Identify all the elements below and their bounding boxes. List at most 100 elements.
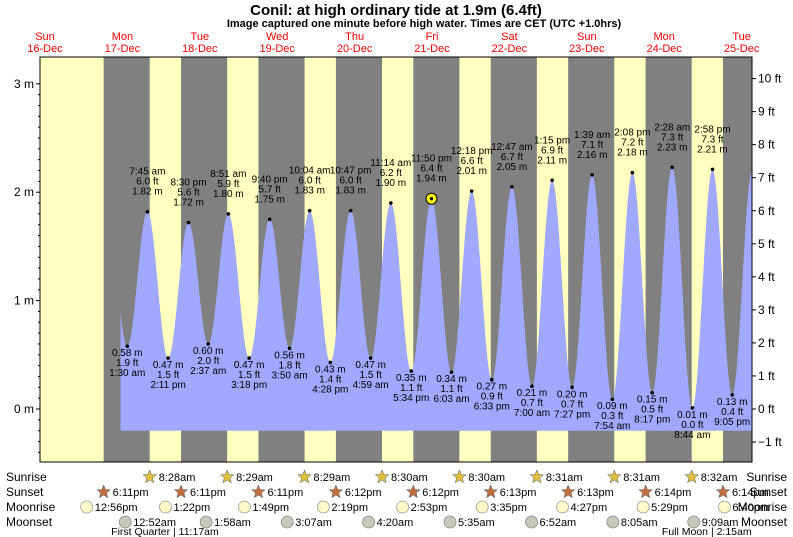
high-tide-label: 2:58 pm bbox=[694, 124, 730, 135]
sunset-icon bbox=[560, 484, 576, 499]
moonrise-time: 1:49pm bbox=[252, 502, 289, 514]
low-tide-label: 0.35 m bbox=[396, 373, 427, 384]
low-tide-point bbox=[449, 370, 454, 374]
day-date-label: 17-Dec bbox=[105, 43, 141, 55]
high-tide-label: 5.6 ft bbox=[177, 188, 199, 199]
low-tide-label: 4:59 am bbox=[353, 380, 389, 391]
sunrise-time: 8:29am bbox=[314, 472, 351, 484]
low-tide-label: 0.47 m bbox=[355, 360, 386, 371]
sunset-icon bbox=[405, 484, 421, 499]
high-tide-label: 7.3 ft bbox=[701, 134, 723, 145]
low-tide-label: 0.47 m bbox=[234, 360, 265, 371]
moonset-time: 1:58am bbox=[214, 517, 251, 529]
chart-subtitle: Image captured one minute before high wa… bbox=[227, 18, 622, 30]
moonset-icon bbox=[362, 515, 375, 529]
sunset-icon bbox=[715, 484, 731, 499]
low-tide-label: 6:03 am bbox=[433, 394, 469, 405]
high-tide-label: 2.05 m bbox=[497, 162, 528, 173]
high-tide-label: 2.16 m bbox=[577, 150, 608, 161]
high-tide-point bbox=[307, 208, 312, 213]
day-date-label: 16-Dec bbox=[27, 43, 63, 55]
high-tide-label: 2:08 pm bbox=[614, 128, 650, 139]
high-tide-label: 8:30 pm bbox=[170, 178, 206, 189]
y-tick-label-right: 0 ft bbox=[758, 402, 775, 416]
low-tide-point bbox=[328, 360, 333, 365]
daylight-band bbox=[40, 57, 104, 462]
high-tide-label: 5.9 ft bbox=[217, 179, 239, 190]
low-tide-label: 5:34 pm bbox=[393, 393, 429, 404]
high-tide-label: 1.75 m bbox=[254, 194, 285, 205]
low-tide-label: 7:27 pm bbox=[554, 409, 590, 420]
row-label-right: Sunset bbox=[750, 485, 788, 499]
moonset-time: 6:52am bbox=[540, 517, 577, 529]
y-tick-label-left: 2 m bbox=[14, 185, 34, 199]
day-date-label: 21-Dec bbox=[414, 43, 450, 55]
high-tide-point bbox=[670, 165, 674, 170]
low-tide-label: 1.5 ft bbox=[238, 370, 260, 381]
day-date-label: 25-Dec bbox=[724, 43, 760, 55]
low-tide-point bbox=[650, 390, 655, 395]
moonrise-time: 2:19pm bbox=[331, 502, 368, 514]
low-tide-label: 0.15 m bbox=[637, 395, 668, 406]
y-tick-label-right: −1 ft bbox=[758, 435, 782, 449]
low-tide-label: 1.4 ft bbox=[319, 374, 341, 385]
day-date-label: 23-Dec bbox=[569, 43, 605, 55]
high-tide-label: 2.18 m bbox=[617, 148, 648, 159]
moonset-time: 4:20am bbox=[377, 517, 414, 529]
high-tide-label: 2.01 m bbox=[456, 166, 487, 177]
sunrise-icon bbox=[684, 469, 700, 484]
high-tide-label: 1:15 pm bbox=[534, 135, 570, 146]
sunrise-time: 8:29am bbox=[236, 472, 273, 484]
y-tick-label-right: 10 ft bbox=[758, 72, 782, 86]
high-tide-label: 11:14 am bbox=[370, 158, 411, 169]
low-tide-label: 0.09 m bbox=[597, 401, 628, 412]
sunrise-time: 8:28am bbox=[159, 472, 196, 484]
moonset-time: 8:05am bbox=[621, 517, 658, 529]
low-tide-label: 0.21 m bbox=[517, 388, 548, 399]
high-tide-label: 7.1 ft bbox=[581, 140, 603, 151]
row-label-right: Sunrise bbox=[746, 470, 787, 484]
high-tide-point bbox=[348, 208, 353, 213]
y-tick-label-right: 2 ft bbox=[758, 336, 775, 350]
sunrise-icon bbox=[297, 469, 312, 484]
high-tide-label: 1.83 m bbox=[335, 186, 366, 197]
day-date-label: 18-Dec bbox=[182, 43, 218, 55]
row-label-left: Sunrise bbox=[6, 470, 47, 484]
sunset-icon bbox=[173, 484, 189, 499]
sunset-time: 6:13pm bbox=[500, 487, 537, 499]
low-tide-label: 3:50 am bbox=[271, 370, 307, 381]
y-tick-label-right: 8 ft bbox=[758, 138, 775, 152]
moonset-time: 3:07am bbox=[295, 517, 332, 529]
day-name-label: Mon bbox=[112, 31, 133, 43]
high-tide-point bbox=[510, 184, 514, 189]
y-tick-label-right: 4 ft bbox=[758, 270, 775, 284]
day-name-label: Tue bbox=[191, 31, 210, 43]
sunset-icon bbox=[251, 484, 266, 499]
sunrise-time: 8:32am bbox=[701, 472, 738, 484]
high-tide-label: 6.0 ft bbox=[340, 176, 362, 187]
low-tide-label: 8:44 am bbox=[674, 430, 710, 441]
low-tide-label: 1.9 ft bbox=[116, 358, 138, 369]
low-tide-point bbox=[206, 342, 211, 346]
moonrise-time: 3:35pm bbox=[490, 502, 527, 514]
sunset-time: 6:11pm bbox=[267, 487, 303, 499]
moonrise-icon bbox=[396, 500, 409, 514]
moonrise-icon bbox=[316, 500, 330, 514]
low-tide-label: 0.58 m bbox=[112, 348, 143, 359]
day-name-label: Sun bbox=[35, 31, 55, 43]
high-tide-point bbox=[267, 217, 272, 222]
high-tide-point bbox=[226, 212, 231, 216]
moonrise-icon bbox=[556, 500, 569, 514]
y-tick-label-right: 7 ft bbox=[758, 171, 775, 185]
sunset-icon bbox=[638, 484, 653, 499]
day-date-label: 24-Dec bbox=[646, 43, 682, 55]
high-tide-label: 1.83 m bbox=[294, 186, 325, 197]
low-tide-label: 0.60 m bbox=[193, 346, 224, 357]
low-tide-label: 0.0 ft bbox=[681, 420, 703, 431]
low-tide-label: 0.43 m bbox=[315, 364, 346, 375]
row-label-left: Moonset bbox=[6, 515, 53, 529]
low-tide-point bbox=[247, 356, 251, 360]
moonrise-icon bbox=[159, 500, 172, 514]
day-name-label: Wed bbox=[266, 31, 288, 43]
